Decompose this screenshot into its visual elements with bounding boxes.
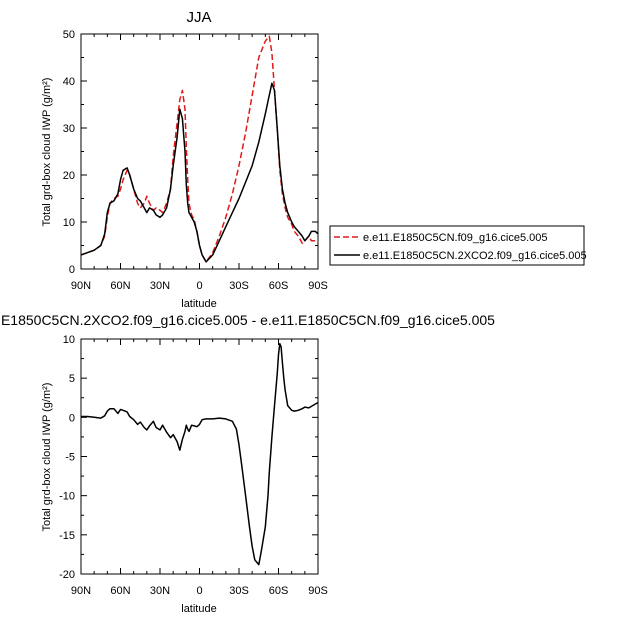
- bottom-x-tick-label: 90S: [308, 585, 328, 597]
- top-x-tick-label: 0: [196, 280, 202, 292]
- top-x-tick-label: 60N: [110, 280, 130, 292]
- bottom-panel: e.e11.E1850C5CN.2XCO2.f09_g16.cice5.005 …: [0, 312, 495, 615]
- top-y-tick-label: 50: [63, 29, 75, 41]
- bottom-x-tick-label: 60S: [269, 585, 289, 597]
- legend-label-control: e.e11.E1850C5CN.f09_g16.cice5.005: [363, 232, 548, 244]
- top-chart-title: JJA: [186, 9, 211, 26]
- bottom-plot-frame: [80, 338, 319, 575]
- bottom-y-tick-label: 10: [63, 334, 75, 346]
- top-y-tick-label: 10: [63, 217, 75, 229]
- top-series-line-1: [80, 82, 319, 263]
- top-x-tick-label: 90S: [308, 280, 328, 292]
- legend: e.e11.E1850C5CN.f09_g16.cice5.005 e.e11.…: [329, 225, 587, 266]
- bottom-x-tick-labels: 90N 60N 30N 0 30S 60S 90S: [71, 585, 328, 597]
- bottom-x-tick-label: 90N: [71, 585, 91, 597]
- bottom-series-line-0: [81, 342, 319, 566]
- legend-frame: [329, 225, 585, 266]
- bottom-x-tick-label: 0: [196, 585, 202, 597]
- bottom-chart-title: e.e11.E1850C5CN.2XCO2.f09_g16.cice5.005 …: [0, 312, 495, 328]
- top-plot-area: [80, 33, 319, 270]
- bottom-x-tick-label: 60N: [110, 585, 130, 597]
- bottom-x-axis-label: latitude: [181, 603, 216, 615]
- top-y-axis-label: Total grd-box cloud IWP (g/m²): [41, 78, 53, 227]
- bottom-y-axis-label: Total grd-box cloud IWP (g/m²): [41, 383, 53, 532]
- bottom-y-tick-label: -5: [65, 452, 75, 464]
- top-y-tick-label: 30: [63, 123, 75, 135]
- top-x-tick-label: 30S: [229, 280, 249, 292]
- bottom-ticks: [80, 338, 319, 575]
- legend-label-2xco2: e.e11.E1850C5CN.2XCO2.f09_g16.cice5.005: [363, 250, 587, 262]
- top-ticks: [80, 33, 319, 270]
- top-series-line-0: [80, 35, 319, 263]
- bottom-x-tick-label: 30S: [229, 585, 249, 597]
- top-series: [80, 35, 319, 263]
- bottom-x-tick-label: 30N: [150, 585, 170, 597]
- bottom-y-tick-label: 0: [69, 412, 75, 424]
- bottom-series: [81, 342, 319, 566]
- bottom-y-tick-label: -20: [59, 569, 75, 581]
- bottom-plot-area: [80, 338, 319, 575]
- bottom-y-tick-label: -15: [59, 530, 75, 542]
- top-x-tick-labels: 90N 60N 30N 0 30S 60S 90S: [71, 280, 328, 292]
- top-x-tick-label: 90N: [71, 280, 91, 292]
- bottom-y-tick-label: -10: [59, 491, 75, 503]
- top-y-tick-label: 0: [69, 264, 75, 276]
- top-x-axis-label: latitude: [181, 298, 216, 310]
- top-y-tick-label: 20: [63, 170, 75, 182]
- top-x-tick-label: 60S: [269, 280, 289, 292]
- top-panel: JJA Total grd-box cloud IWP (g/m²) 90N 60…: [41, 9, 328, 310]
- top-x-tick-label: 30N: [150, 280, 170, 292]
- bottom-y-tick-label: 5: [69, 373, 75, 385]
- top-plot-frame: [80, 33, 319, 270]
- top-y-tick-labels: 0 10 20 30 40 50: [63, 29, 75, 276]
- bottom-y-tick-labels: -20 -15 -10 -5 0 5 10: [59, 334, 75, 581]
- top-y-tick-label: 40: [63, 76, 75, 88]
